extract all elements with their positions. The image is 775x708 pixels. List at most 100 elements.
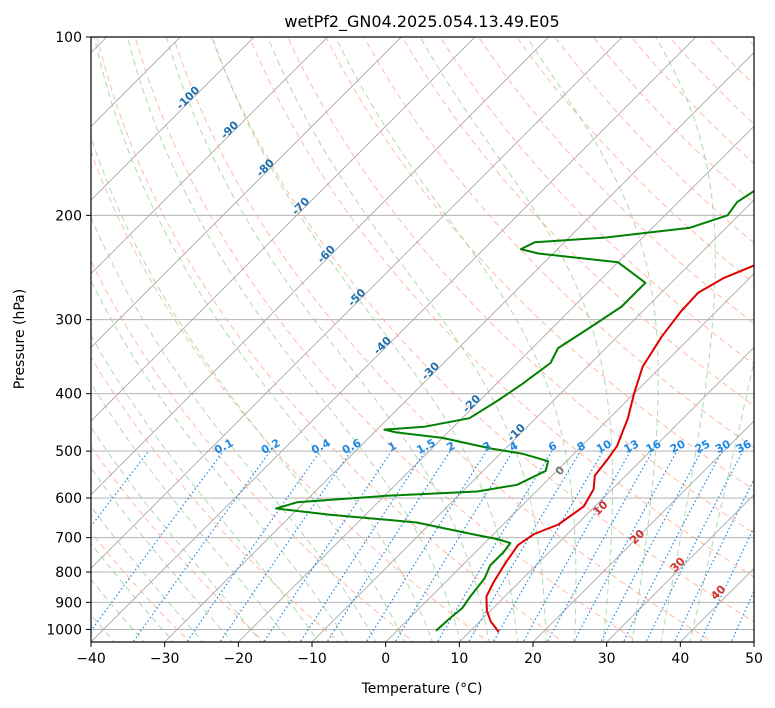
moist-adiabat-line: [526, 37, 659, 642]
dry-adiabat-line: [91, 150, 490, 642]
isotherm-line: [237, 125, 754, 642]
y-axis-ticks: 100 200 300 400 500 600 700 800 900 1000: [46, 30, 91, 638]
y-tick-label: 400: [55, 387, 82, 403]
x-tick-label: −20: [224, 651, 254, 667]
dry-adiabat-line: [668, 37, 754, 125]
mixing-ratio-line: [91, 450, 224, 632]
isotherm-line: [91, 37, 255, 201]
moist-adiabat-label: 20: [627, 527, 647, 547]
x-tick-label: −30: [150, 651, 180, 667]
dry-adiabat-line: [325, 37, 754, 491]
dry-adiabat-line: [134, 37, 639, 642]
mixing-ratio-label: 36: [734, 437, 754, 456]
mixing-ratio-line: [467, 450, 581, 642]
mixing-ratio-label: 0.1: [212, 436, 235, 457]
dry-adiabat-line: [96, 37, 565, 642]
isotherm-line: [311, 199, 754, 642]
isotherm-lines: [91, 37, 754, 642]
y-tick-label: 600: [55, 491, 82, 507]
mixing-ratio-line: [91, 450, 150, 528]
y-tick-label: 800: [55, 565, 82, 581]
mixing-ratio-line: [600, 450, 703, 642]
isotherm-line: [91, 37, 476, 422]
x-axis-ticks: −40 −30 −20 −10 0 10 20 30 40 50: [76, 642, 763, 667]
mixing-ratio-line: [0, 451, 87, 644]
dry-adiabat-line: [91, 356, 341, 642]
mixing-ratio-line: [573, 450, 678, 642]
mixing-ratio-label: 25: [693, 437, 713, 456]
x-tick-label: −40: [76, 651, 106, 667]
mixing-ratio-lines: [0, 450, 754, 644]
mixing-ratio-label: 0.4: [309, 436, 333, 457]
x-tick-label: 40: [671, 651, 689, 667]
mixing-ratio-line: [186, 450, 321, 642]
mixing-ratio-line: [645, 450, 744, 642]
moist-adiabat-line: [91, 215, 377, 642]
dry-adiabat-line: [363, 37, 754, 449]
x-tick-label: −10: [297, 651, 327, 667]
mixing-ratio-line: [132, 450, 271, 642]
dry-adiabat-line: [91, 259, 415, 642]
isotherm-line: [753, 641, 754, 642]
dry-adiabat-line: [478, 37, 754, 325]
y-tick-label: 1000: [46, 622, 82, 638]
dry-adiabat-line: [91, 445, 266, 642]
isotherm-line: [385, 273, 754, 642]
isotherm-line: [606, 494, 754, 642]
moist-adiabat-line: [91, 279, 348, 642]
plot-area: 0.1 0.2 0.4 0.6 1 1.5 2 3 4 6 8 10 13 16 20 25 30 36-100-…: [0, 24, 775, 645]
dry-adiabat-label: -90: [218, 118, 241, 141]
y-tick-label: 700: [55, 531, 82, 547]
isotherm-line: [91, 37, 402, 348]
isotherm-line: [164, 52, 754, 642]
mixing-ratio-line: [699, 526, 754, 642]
x-tick-label: 20: [524, 651, 542, 667]
moist-adiabat-label: 0: [553, 463, 568, 478]
mixing-ratio-line: [299, 450, 426, 642]
dry-adiabat-line: [210, 37, 754, 623]
plot-frame: [90, 36, 755, 643]
y-axis-label: Pressure (hPa): [12, 289, 28, 389]
moist-adiabat-label: 40: [708, 582, 728, 602]
moist-adiabat-line: [335, 37, 577, 642]
mixing-ratio-line: [730, 589, 754, 642]
mixing-ratio-label: 30: [713, 437, 733, 456]
mixing-ratio-label: 20: [668, 437, 688, 456]
moist-adiabat-line: [211, 37, 519, 642]
mixing-ratio-line: [622, 450, 723, 642]
y-tick-label: 500: [55, 444, 82, 460]
dry-adiabat-line: [91, 531, 191, 642]
dry-adiabat-label: -60: [315, 242, 338, 265]
moist-adiabat-line: [91, 135, 405, 642]
moist-adiabat-lines: [91, 37, 754, 642]
dry-adiabat-label: -100: [174, 83, 203, 112]
x-axis-label: Temperature (°C): [361, 681, 483, 697]
y-tick-label: 900: [55, 595, 82, 611]
moist-adiabat-line: [93, 37, 433, 642]
dry-adiabat-label: -10: [505, 421, 528, 444]
dry-adiabat-line: [249, 37, 754, 578]
isotherm-line: [91, 37, 697, 642]
moist-adiabat-line: [419, 37, 614, 642]
mixing-ratio-line: [394, 450, 514, 642]
pressure-gridlines: [91, 37, 754, 630]
dry-adiabat-line: [771, 24, 775, 645]
sounding-traces: [275, 189, 754, 633]
dry-adiabat-lines: [91, 24, 775, 645]
isotherm-line: [679, 567, 754, 642]
mixing-ratio-line: [263, 450, 393, 642]
dry-adiabat-line: [287, 37, 754, 534]
moist-adiabat-label: 10: [591, 498, 611, 518]
dry-adiabat-label: -50: [345, 286, 368, 309]
isotherm-line: [91, 37, 329, 275]
moist-adiabat-line: [127, 37, 462, 642]
mixing-ratio-label: 3: [481, 439, 494, 454]
moist-adiabat-line: [91, 467, 233, 642]
y-tick-label: 100: [55, 30, 82, 46]
mixing-ratio-label: 10: [594, 437, 614, 456]
moist-adiabat-line: [689, 358, 754, 642]
dry-adiabat-line: [592, 37, 754, 204]
x-tick-label: 30: [598, 651, 616, 667]
moist-adiabat-line: [91, 382, 291, 642]
